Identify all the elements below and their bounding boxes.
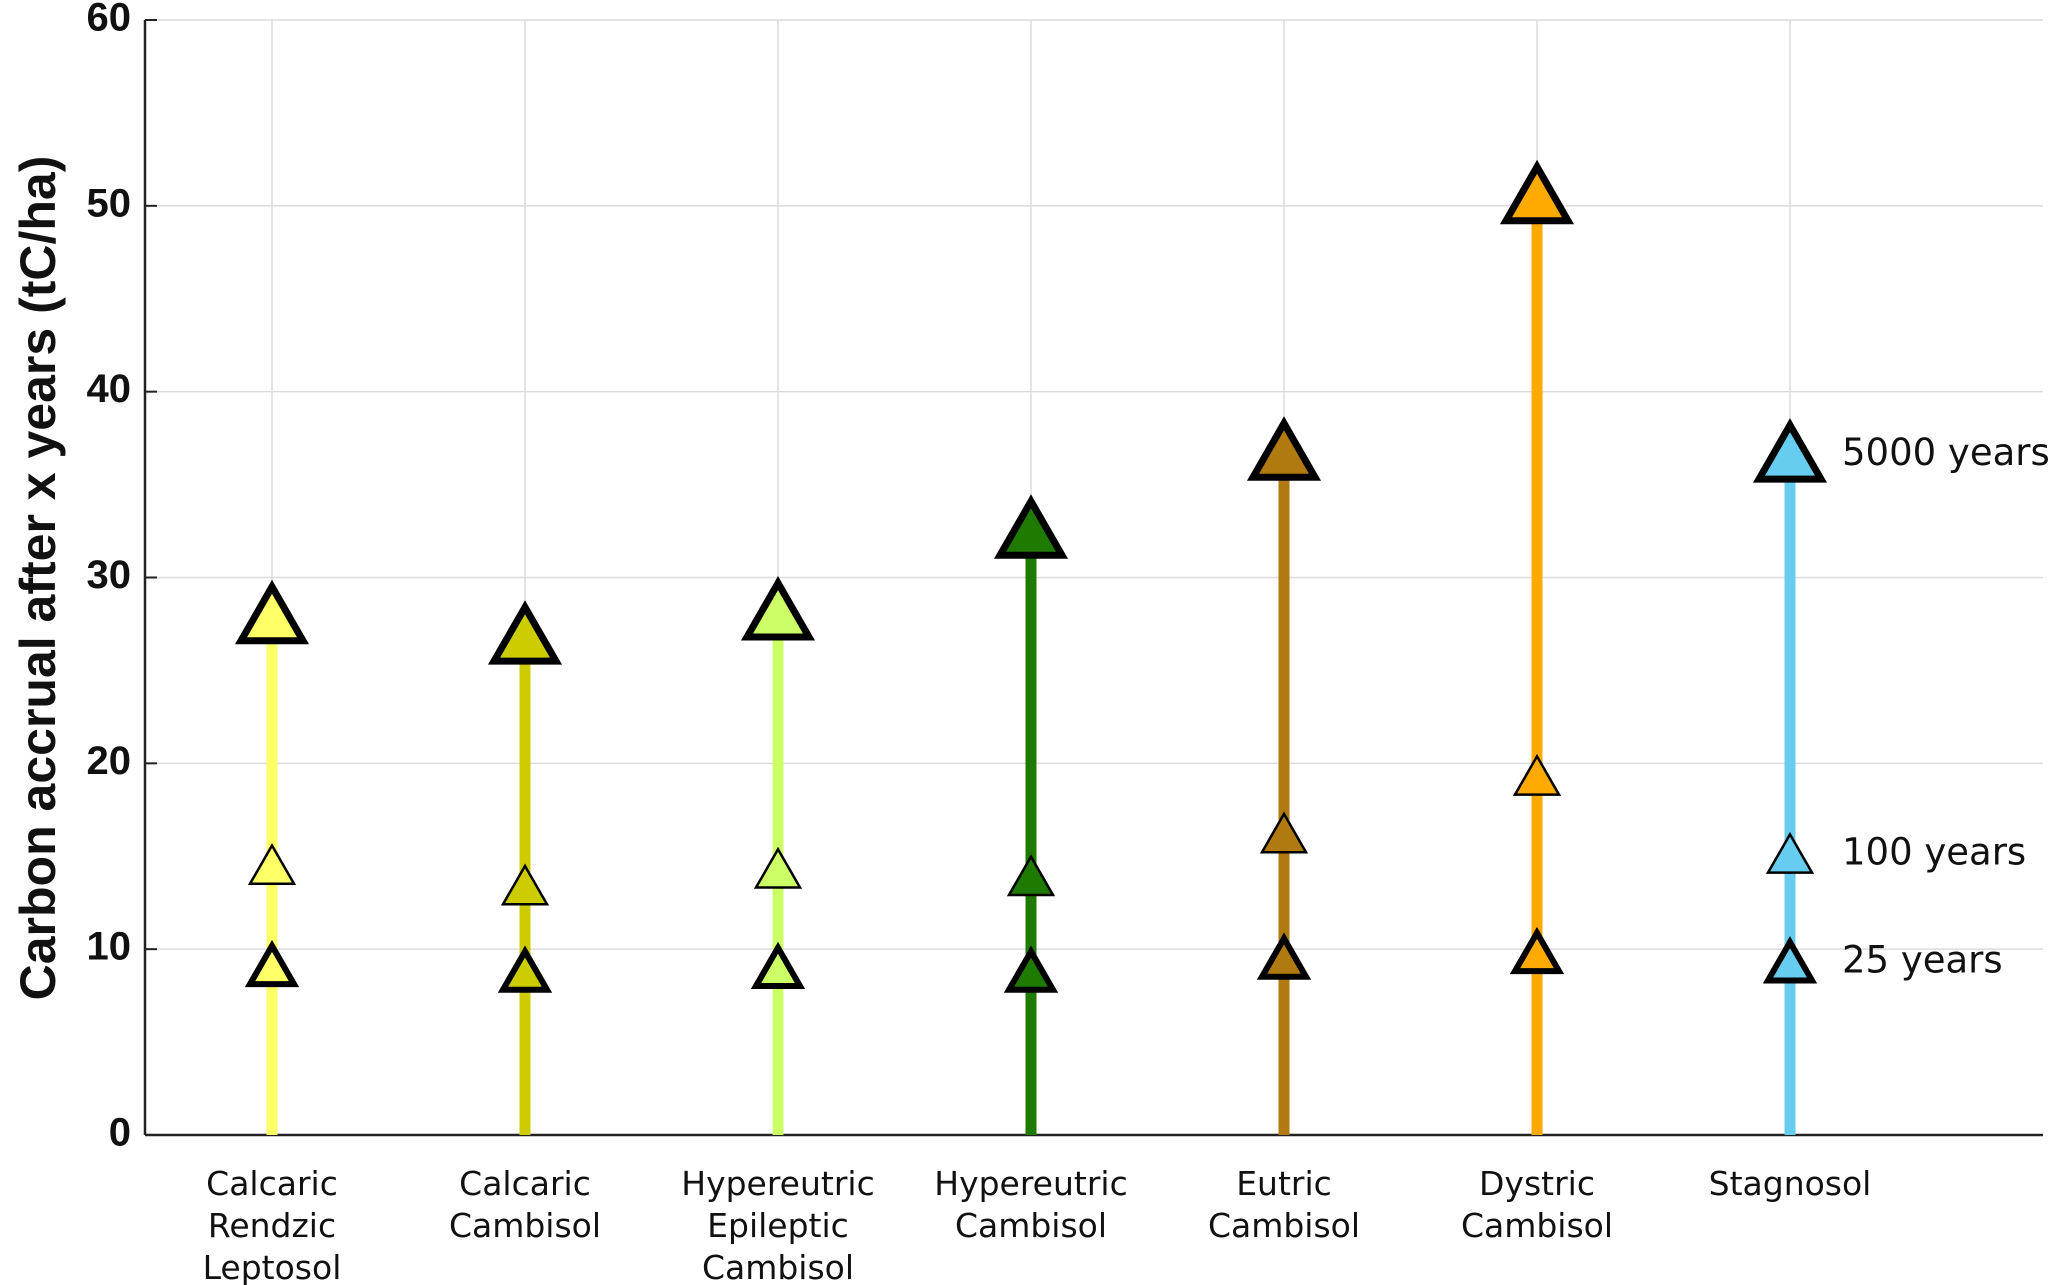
triangle-marker (750, 941, 806, 990)
x-tick-label-line: Stagnosol (1709, 1164, 1872, 1203)
x-tick-label-line: Leptosol (203, 1248, 342, 1285)
triangle-marker (1762, 936, 1818, 984)
triangle-marker (740, 576, 816, 641)
triangle-marker (1509, 926, 1565, 975)
triangle-marker (487, 600, 563, 665)
triangle-marker (497, 945, 553, 993)
triangle-marker (1246, 416, 1322, 481)
triangle-marker (1003, 945, 1059, 993)
x-tick-label-line: Hypereutric (681, 1164, 874, 1203)
series-label: 25 years (1842, 938, 2003, 981)
x-tick-label-line: Eutric (1236, 1164, 1332, 1203)
triangle-marker (234, 579, 310, 645)
y-tick-label: 50 (87, 181, 132, 225)
x-tick-label: Stagnosol (1709, 1164, 1872, 1203)
x-tick-label-line: Epileptic (707, 1206, 849, 1245)
x-tick-label-line: Cambisol (1208, 1206, 1360, 1245)
y-tick-label: 0 (109, 1111, 131, 1155)
x-tick-label-line: Cambisol (449, 1206, 601, 1245)
series-label: 5000 years (1842, 431, 2050, 474)
y-axis-label: Carbon accrual after x years (tC/ha) (10, 156, 66, 1001)
x-tick-label-line: Dystric (1479, 1164, 1595, 1203)
x-tick-label: Dystric Cambisol (1461, 1164, 1613, 1245)
x-tick-label-line: Calcaric (459, 1164, 591, 1203)
triangle-marker (1256, 932, 1312, 980)
triangle-marker (247, 843, 297, 886)
triangle-marker (993, 494, 1069, 559)
triangle-marker (1006, 854, 1056, 897)
triangle-marker (1765, 831, 1815, 874)
x-tick-label: Hypereutric Cambisol (934, 1164, 1127, 1245)
x-tick-label: Hypereutric Epileptic Cambisol (681, 1164, 874, 1285)
triangle-marker (500, 863, 550, 906)
triangle-marker (1499, 159, 1575, 225)
triangle-marker (1259, 811, 1309, 854)
y-tick-label: 10 (87, 925, 132, 969)
triangle-marker (1752, 418, 1828, 483)
triangle-marker (753, 846, 803, 889)
triangle-marker (1512, 753, 1562, 796)
triangle-marker (244, 939, 300, 988)
y-tick-label: 20 (87, 739, 132, 783)
x-tick-label-line: Cambisol (702, 1248, 854, 1285)
x-tick-label-line: Calcaric (206, 1164, 338, 1203)
x-tick-label: Calcaric Rendzic Leptosol (203, 1164, 342, 1285)
x-tick-label-line: Rendzic (208, 1206, 336, 1245)
series-label: 100 years (1842, 831, 2026, 874)
x-tick-label: Calcaric Cambisol (449, 1164, 601, 1245)
x-tick-label-line: Cambisol (1461, 1206, 1613, 1245)
x-tick-label: Eutric Cambisol (1208, 1164, 1360, 1245)
x-tick-label-line: Hypereutric (934, 1164, 1127, 1203)
y-tick-label: 30 (87, 553, 132, 597)
x-tick-label-line: Cambisol (955, 1206, 1107, 1245)
y-tick-label: 60 (87, 0, 132, 40)
y-tick-label: 40 (87, 367, 132, 411)
